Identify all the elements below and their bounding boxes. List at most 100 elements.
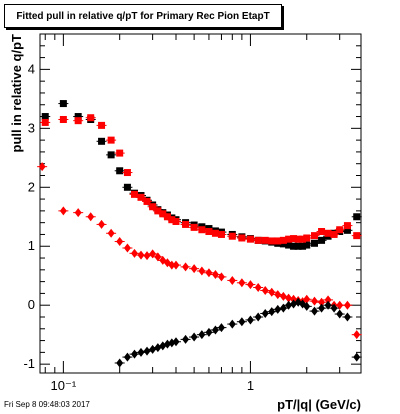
data-point-diamond [74,208,82,218]
data-point-diamond [268,287,276,297]
data-point-diamond [318,303,326,313]
data-point-square [163,213,171,221]
data-point-square [261,236,269,244]
data-point-square [274,237,282,245]
data-point-diamond [190,264,198,274]
data-point-diamond [274,304,282,314]
data-point-diamond [353,352,361,362]
data-point-diamond [38,162,46,172]
data-point-diamond [154,343,162,353]
data-point-diamond [268,307,276,317]
data-point-square [87,114,95,122]
data-point-square [299,242,307,250]
data-point-diamond [149,249,157,259]
data-point-square [107,136,115,144]
data-point-square [299,235,307,243]
data-point-diamond [107,228,115,238]
data-point-square [149,203,157,211]
data-point-diamond [228,319,236,329]
y-tick-label: 1 [28,238,35,253]
y-tick-label: 2 [28,179,35,194]
data-point-diamond [205,327,213,337]
data-point-diamond [211,270,219,280]
data-point-square [310,239,318,247]
data-point-diamond [274,290,282,300]
data-point-diamond [246,315,254,325]
data-point-diamond [246,280,254,290]
data-point-square [353,213,361,221]
data-point-diamond [343,300,351,310]
data-point-diamond [238,317,246,327]
data-point-diamond [279,291,287,301]
data-point-diamond [336,309,344,319]
data-point-square [198,226,206,234]
data-point-square [279,240,287,248]
data-point-diamond [336,300,344,310]
timestamp-label: Fri Sep 8 09:48:03 2017 [4,400,90,409]
data-point-square [290,235,298,243]
data-point-square [98,121,106,129]
data-point-diamond [149,344,157,354]
x-axis-label: pT/|q| (GeV/c) [277,397,361,412]
data-point-diamond [228,275,236,285]
data-point-square [130,190,138,198]
data-point-square [159,210,167,218]
data-point-square [107,151,115,159]
data-point-diamond [172,337,180,347]
data-point-square [228,232,236,240]
data-point-square [116,149,124,157]
data-point-diamond [303,294,311,304]
data-point-diamond [154,252,162,262]
data-point-diamond [217,272,225,282]
data-point-square [41,118,49,126]
data-point-diamond [98,219,106,229]
data-point-square [168,216,176,224]
data-point-square [143,197,151,205]
data-point-diamond [198,330,206,340]
data-point-square [74,113,82,121]
data-point-diamond [343,312,351,322]
data-point-square [343,222,351,230]
data-point-diamond [217,323,225,333]
x-tick-label: 10⁻¹ [51,378,77,393]
data-point-square [324,229,332,237]
data-point-square [343,226,351,234]
data-point-diamond [254,312,262,322]
data-point-diamond [123,243,131,253]
data-point-square [268,237,276,245]
data-point-square [211,229,219,237]
data-point-square [336,226,344,234]
y-tick-label: 0 [28,297,35,312]
data-point-square [98,137,106,145]
data-point-diamond [172,260,180,270]
data-point-square [303,241,311,249]
data-point-diamond [279,303,287,313]
data-point-square [279,236,287,244]
data-point-diamond [130,248,138,258]
data-point-diamond [143,251,151,261]
y-axis-label: pull in relative q/pT [9,34,24,153]
data-point-square [123,183,131,191]
data-point-diamond [324,295,332,305]
data-point-square [353,232,361,240]
data-point-diamond [116,237,124,247]
data-point-diamond [324,300,332,310]
data-point-diamond [59,206,67,216]
data-point-diamond [198,266,206,276]
data-point-diamond [87,212,95,222]
data-point-diamond [123,352,131,362]
y-tick-label: 4 [28,61,35,76]
data-point-square [303,234,311,242]
data-point-diamond [353,330,361,340]
data-point-diamond [310,296,318,306]
data-point-square [59,100,67,108]
y-tick-label: 3 [28,120,35,135]
data-point-square [254,236,262,244]
data-point-diamond [137,250,145,260]
data-point-square [137,193,145,201]
data-point-square [285,235,293,243]
data-point-square [123,169,131,177]
data-point-diamond [190,332,198,342]
data-point-square [182,220,190,228]
data-point-square [205,228,213,236]
